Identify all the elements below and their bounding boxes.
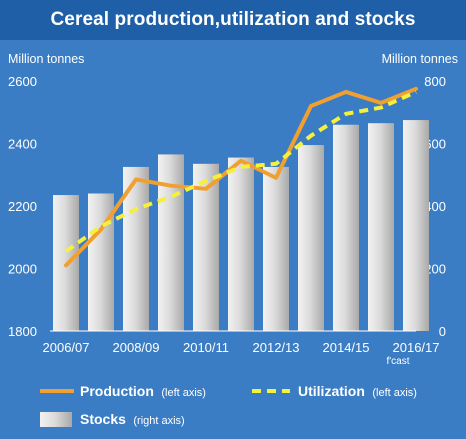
x-tick-label: 2006/07 <box>43 340 90 355</box>
x-tick-label: 2014/15 <box>323 340 370 355</box>
legend-stocks-axis: (right axis) <box>133 415 184 427</box>
legend-stocks-swatch <box>40 412 72 427</box>
x-axis-ticks: 2006/07 2008/09 2010/11 2012/13 2014/15 2016/… <box>43 340 440 355</box>
x-tick-label: 2008/09 <box>113 340 160 355</box>
production-line <box>64 86 418 268</box>
x-tick-label: 2010/11 <box>183 340 229 355</box>
legend: Production (left axis) Utilization (left… <box>40 383 417 428</box>
left-tick-label: 2600 <box>8 74 37 89</box>
right-tick-label: 400 <box>424 199 446 214</box>
left-tick-label: 2400 <box>8 137 37 152</box>
left-axis-ticks: 1800 2000 2200 2400 2600 <box>8 74 37 339</box>
legend-production-axis: (left axis) <box>161 387 206 399</box>
left-tick-label: 1800 <box>8 324 37 339</box>
stocks-bar <box>403 120 429 331</box>
stocks-bar <box>333 124 359 331</box>
left-tick-label: 2200 <box>8 199 37 214</box>
right-tick-label: 800 <box>424 74 446 89</box>
stocks-bar <box>368 123 394 331</box>
stocks-bar <box>263 166 289 331</box>
stocks-bar <box>193 163 219 331</box>
legend-utilization-name: Utilization <box>298 383 365 399</box>
legend-stocks-name: Stocks <box>80 411 126 427</box>
forecast-note: f'cast <box>386 356 409 367</box>
right-axis-label: Million tonnes <box>382 52 458 66</box>
legend-utilization-axis: (left axis) <box>372 387 417 399</box>
title-bar: Cereal production,utilization and stocks <box>0 0 466 40</box>
x-tick-label: 2012/13 <box>253 340 300 355</box>
x-tick-label: 2016/17 <box>393 340 440 355</box>
left-tick-label: 2000 <box>8 262 37 277</box>
legend-production-name: Production <box>80 383 154 399</box>
right-tick-label: 0 <box>439 324 446 339</box>
legend-production-label: Production (left axis) <box>80 383 206 400</box>
stocks-bar <box>228 157 254 331</box>
right-tick-label: 200 <box>424 262 446 277</box>
stocks-bars <box>53 120 429 331</box>
right-axis-ticks: 0 200 400 600 800 <box>424 74 446 339</box>
right-tick-label: 600 <box>424 137 446 152</box>
stocks-bar <box>298 145 324 331</box>
left-axis-label: Million tonnes <box>8 52 84 66</box>
chart-title: Cereal production,utilization and stocks <box>50 9 416 30</box>
stocks-bar <box>158 154 184 331</box>
legend-stocks-label: Stocks (right axis) <box>80 411 185 428</box>
legend-utilization-label: Utilization (left axis) <box>298 383 417 400</box>
utilization-line <box>64 90 417 253</box>
